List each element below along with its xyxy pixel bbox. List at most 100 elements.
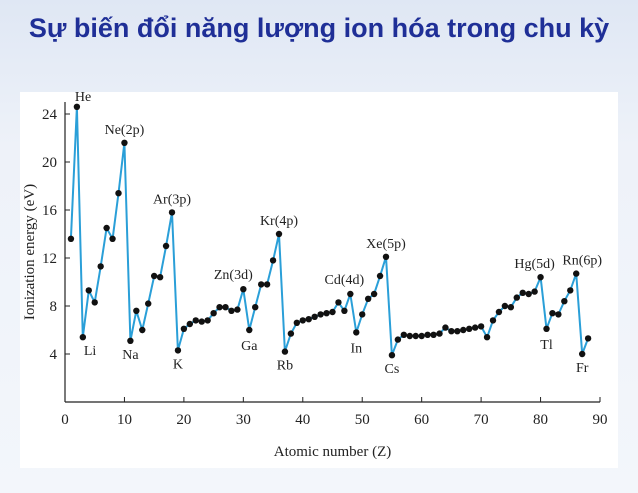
y-axis-label: Ionization energy (eV)	[22, 184, 38, 320]
data-point	[299, 317, 306, 324]
data-point	[501, 302, 509, 310]
annotation-label: Fr	[576, 361, 589, 376]
data-point	[436, 330, 443, 337]
y-tick-label: 4	[50, 347, 58, 363]
y-tick-label: 16	[42, 203, 58, 219]
data-point	[388, 352, 396, 359]
data-point	[168, 209, 176, 216]
data-point	[97, 263, 104, 270]
data-point	[519, 289, 526, 296]
y-tick-label: 12	[42, 251, 57, 267]
data-point	[376, 272, 384, 280]
data-point	[145, 300, 152, 307]
data-point	[115, 190, 122, 197]
data-point	[281, 348, 289, 355]
data-point	[198, 318, 205, 325]
data-point	[269, 257, 277, 264]
data-point	[448, 328, 455, 335]
annotation-label: Hg(5d)	[514, 257, 555, 272]
annotation-label: He	[75, 92, 91, 105]
data-point	[567, 287, 574, 294]
x-tick-label: 90	[593, 412, 608, 428]
data-point	[186, 320, 194, 328]
data-point	[252, 304, 259, 311]
data-point	[150, 272, 158, 280]
data-point	[573, 270, 580, 277]
data-point	[228, 307, 235, 314]
x-tick-label: 40	[295, 412, 310, 428]
data-point	[67, 235, 75, 242]
data-point	[305, 316, 312, 323]
data-point	[204, 317, 211, 324]
data-point	[400, 331, 408, 338]
data-point	[353, 329, 360, 336]
data-point	[489, 317, 497, 324]
data-point	[341, 307, 348, 314]
data-point	[329, 308, 336, 316]
annotation-label: Kr(4p)	[260, 214, 298, 229]
x-tick-label: 50	[355, 412, 370, 428]
data-point	[91, 299, 98, 306]
data-point	[263, 281, 271, 288]
data-point	[103, 224, 110, 232]
data-point	[424, 331, 431, 338]
data-point	[323, 310, 330, 317]
x-tick-label: 30	[236, 412, 251, 428]
data-point	[347, 290, 354, 298]
data-point	[466, 325, 473, 332]
y-tick-label: 20	[42, 155, 57, 171]
data-point	[578, 350, 586, 358]
y-tick-label: 24	[42, 107, 58, 123]
data-point	[370, 290, 378, 298]
data-point	[412, 332, 419, 340]
annotation-label: Cd(4d)	[324, 273, 364, 288]
data-point	[156, 274, 164, 281]
data-point	[513, 294, 520, 301]
data-point	[275, 230, 283, 238]
data-point	[246, 326, 253, 334]
data-point	[180, 325, 188, 332]
x-tick-label: 80	[533, 412, 548, 428]
data-point	[495, 308, 503, 316]
annotation-label: K	[173, 357, 183, 372]
annotation-label: Li	[84, 344, 97, 359]
series-line	[69, 106, 590, 356]
data-point	[73, 103, 81, 110]
x-tick-label: 60	[414, 412, 429, 428]
data-point	[406, 332, 413, 340]
x-tick-label: 10	[117, 412, 132, 428]
data-point	[311, 313, 318, 320]
x-axis-label: Atomic number (Z)	[274, 444, 391, 460]
data-point	[109, 235, 116, 242]
data-point	[561, 298, 568, 305]
data-point	[335, 299, 342, 306]
data-point	[317, 311, 324, 318]
data-point	[543, 325, 550, 332]
data-point	[483, 334, 491, 341]
x-tick-label: 70	[474, 412, 489, 428]
ionization-energy-chart: 0 10 20 30 40 50 60 70 80 90 4 8 12 16 20 24 Atomic numb…	[22, 92, 608, 460]
data-point	[210, 310, 217, 317]
data-point	[359, 311, 366, 318]
annotation-label: Ga	[241, 339, 258, 354]
data-point	[240, 286, 247, 293]
annotation-label: Ne(2p)	[105, 123, 145, 138]
data-point	[531, 288, 538, 295]
data-point	[174, 347, 182, 354]
annotation-label: Ar(3p)	[153, 192, 191, 207]
data-point	[477, 323, 485, 330]
data-point	[257, 281, 265, 288]
annotation-label: Xe(5p)	[366, 237, 406, 252]
x-tick-label: 0	[61, 412, 69, 428]
data-point	[418, 332, 425, 340]
data-point	[442, 324, 449, 331]
slide-title: Sự biến đổi năng lượng ion hóa trong chu…	[28, 13, 610, 43]
data-point	[139, 326, 146, 334]
data-point	[382, 253, 390, 260]
annotation-label: Na	[122, 348, 139, 363]
data-point	[460, 326, 467, 334]
data-point	[162, 242, 170, 250]
data-point	[471, 324, 479, 331]
data-point	[234, 306, 241, 313]
data-point	[549, 310, 556, 317]
